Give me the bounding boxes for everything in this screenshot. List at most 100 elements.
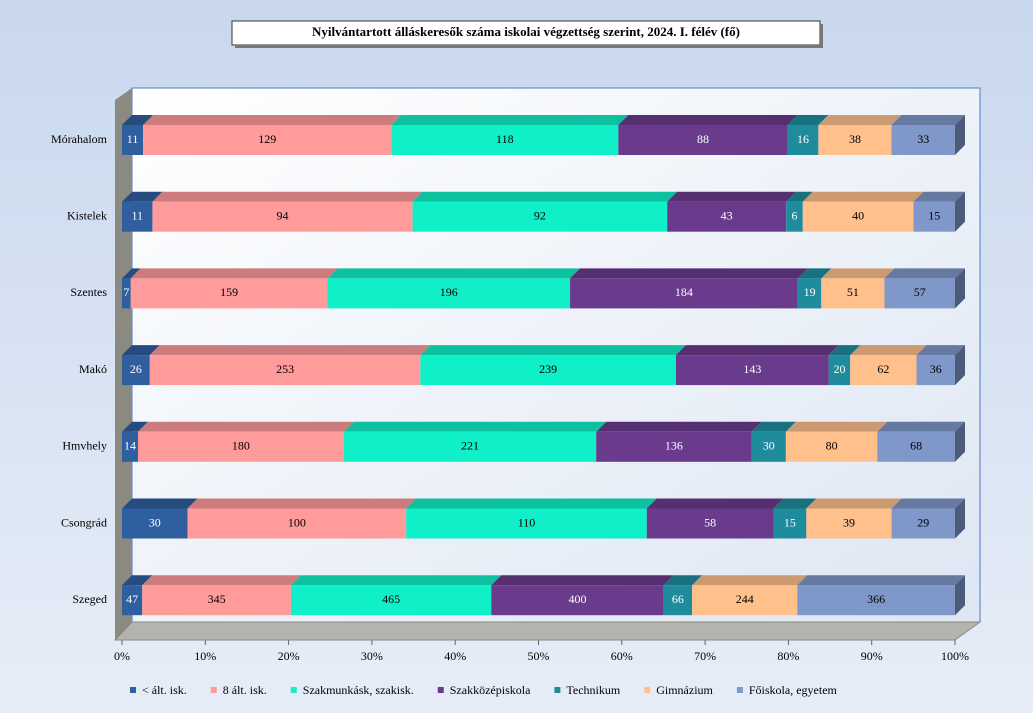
data-label: 51 [847, 285, 859, 299]
bar-top [412, 191, 678, 202]
bar [877, 431, 955, 462]
bar-top [143, 115, 402, 125]
bar-side [955, 191, 965, 232]
legend-label: Szakközépiskola [450, 683, 531, 697]
x-tick-label: 30% [361, 649, 383, 663]
data-label: 66 [672, 592, 684, 606]
legend-label: Gimnázium [656, 683, 713, 697]
bar-side [955, 345, 965, 386]
bar [786, 201, 803, 232]
bar-top [821, 268, 895, 279]
data-label: 19 [804, 285, 816, 299]
data-label: 253 [276, 362, 294, 376]
bar [692, 585, 798, 616]
data-label: 94 [277, 208, 289, 222]
data-label: 239 [539, 362, 557, 376]
data-label: 80 [826, 439, 838, 453]
bar-top [675, 345, 839, 356]
x-tick-label: 90% [861, 649, 883, 663]
bar [787, 125, 819, 155]
floor [113, 621, 982, 641]
data-label: 38 [849, 132, 861, 146]
bar-top [891, 115, 965, 125]
data-label: 15 [784, 515, 796, 529]
data-label: 110 [518, 515, 536, 529]
y-tick-label: Kistelek [67, 208, 107, 222]
bar [187, 508, 407, 539]
bar-top [797, 268, 832, 279]
data-label: 196 [440, 285, 458, 299]
x-tick-label: 10% [194, 649, 216, 663]
bar [596, 431, 752, 462]
bar-top [130, 268, 338, 279]
bar-top [152, 191, 423, 202]
y-tick-label: Mórahalom [51, 132, 108, 146]
bar [828, 355, 851, 386]
x-tick-label: 100% [941, 649, 969, 663]
data-label: 11 [131, 208, 143, 222]
data-label: 20 [834, 362, 846, 376]
legend-marker [290, 687, 297, 693]
data-label: 47 [126, 592, 138, 606]
bar-top [913, 191, 965, 202]
y-tick-label: Szentes [70, 285, 107, 299]
bar [646, 508, 774, 539]
bar [391, 125, 619, 155]
x-tick-label: 60% [611, 649, 633, 663]
data-label: 366 [867, 592, 885, 606]
data-label: 400 [568, 592, 586, 606]
bar-side [955, 268, 965, 309]
data-label: 345 [208, 592, 226, 606]
data-label: 118 [496, 132, 514, 146]
data-label: 465 [382, 592, 400, 606]
data-label: 92 [534, 208, 546, 222]
chart-title: Nyilvántartott álláskeresők száma iskola… [312, 24, 740, 39]
title-shadow [820, 24, 823, 48]
data-label: 57 [914, 285, 926, 299]
bar [122, 431, 138, 462]
x-tick-label: 80% [777, 649, 799, 663]
bar-top [850, 345, 927, 356]
bar [821, 278, 885, 309]
bar [913, 201, 955, 232]
bar [773, 508, 807, 539]
x-tick-label: 20% [278, 649, 300, 663]
data-label: 15 [928, 208, 940, 222]
bar-top [877, 421, 965, 432]
data-label: 244 [736, 592, 754, 606]
bar [884, 278, 955, 309]
bar [916, 355, 955, 386]
bar [420, 355, 676, 386]
bar-top [646, 498, 784, 509]
bar [802, 201, 914, 232]
bar [122, 201, 153, 232]
bar [137, 431, 344, 462]
bar-top [884, 268, 965, 279]
bar-top [751, 421, 796, 432]
legend-label: Szakmunkásk, szakisk. [303, 683, 414, 697]
bar [122, 355, 150, 386]
bar [343, 431, 597, 462]
bar [290, 585, 492, 616]
bar [806, 508, 892, 539]
bar [142, 585, 291, 616]
y-tick-label: Makó [79, 362, 107, 376]
bar [149, 355, 421, 386]
data-label: 30 [149, 515, 161, 529]
bar [122, 508, 188, 539]
bar [667, 201, 787, 232]
bar-top [491, 575, 674, 586]
data-label: 26 [130, 362, 142, 376]
x-tick-label: 0% [114, 649, 130, 663]
bar-top [773, 498, 817, 509]
bar-top [802, 191, 924, 202]
bar [850, 355, 917, 386]
data-label: 143 [743, 362, 761, 376]
bar-top [692, 575, 808, 586]
bar-top [122, 191, 163, 202]
bar-top [149, 345, 431, 356]
bar [491, 585, 664, 616]
bar [751, 431, 786, 462]
bar-top [797, 575, 965, 586]
bar-top [327, 268, 581, 279]
